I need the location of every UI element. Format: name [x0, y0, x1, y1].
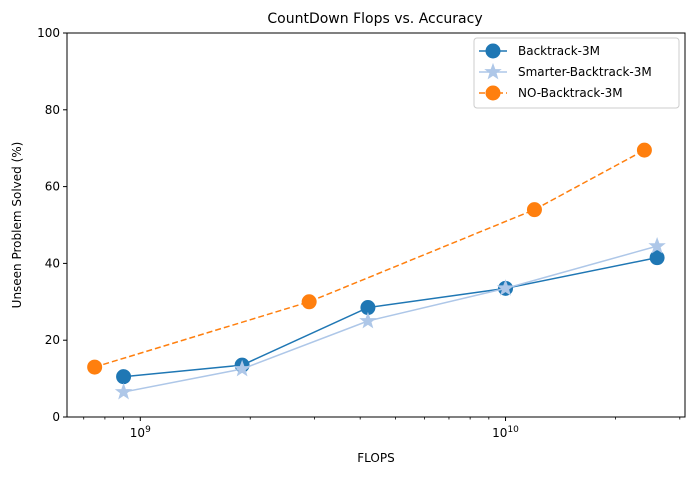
data-point	[648, 236, 666, 254]
y-tick-label: 20	[45, 333, 60, 347]
legend: Backtrack-3M Smarter-Backtrack-3M NO-Backt…	[473, 37, 680, 109]
y-tick-label: 0	[52, 410, 60, 424]
y-tick-label: 100	[37, 26, 60, 40]
x-tick-label: 1010	[492, 425, 519, 440]
data-point	[359, 311, 377, 329]
y-tick-label: 80	[45, 103, 60, 117]
legend-label: Smarter-Backtrack-3M	[518, 65, 652, 79]
series-2	[87, 142, 652, 375]
x-axis-label: FLOPS	[357, 451, 394, 465]
legend-label: NO-Backtrack-3M	[518, 86, 623, 100]
series-1	[114, 236, 666, 400]
data-point	[301, 294, 317, 310]
plot-frame	[66, 32, 686, 418]
data-point	[636, 142, 652, 158]
legend-box	[473, 37, 680, 109]
series-layer	[87, 142, 666, 400]
legend-marker	[485, 85, 501, 101]
data-point	[233, 359, 251, 377]
data-point	[87, 359, 103, 375]
data-point	[116, 369, 132, 385]
legend-marker	[484, 62, 502, 80]
chart-title: CountDown Flops vs. Accuracy	[267, 11, 482, 27]
x-tick-label: 109	[130, 425, 151, 440]
y-axis-label: Unseen Problem Solved (%)	[10, 142, 24, 309]
series-line	[94, 149, 645, 368]
data-point	[114, 382, 133, 400]
data-point	[649, 250, 665, 266]
data-point	[526, 202, 542, 218]
legend-label: Backtrack-3M	[518, 44, 600, 58]
y-tick-label: 40	[45, 256, 60, 270]
legend-marker	[485, 43, 501, 59]
data-point	[496, 279, 515, 296]
y-tick-label: 60	[45, 180, 60, 194]
